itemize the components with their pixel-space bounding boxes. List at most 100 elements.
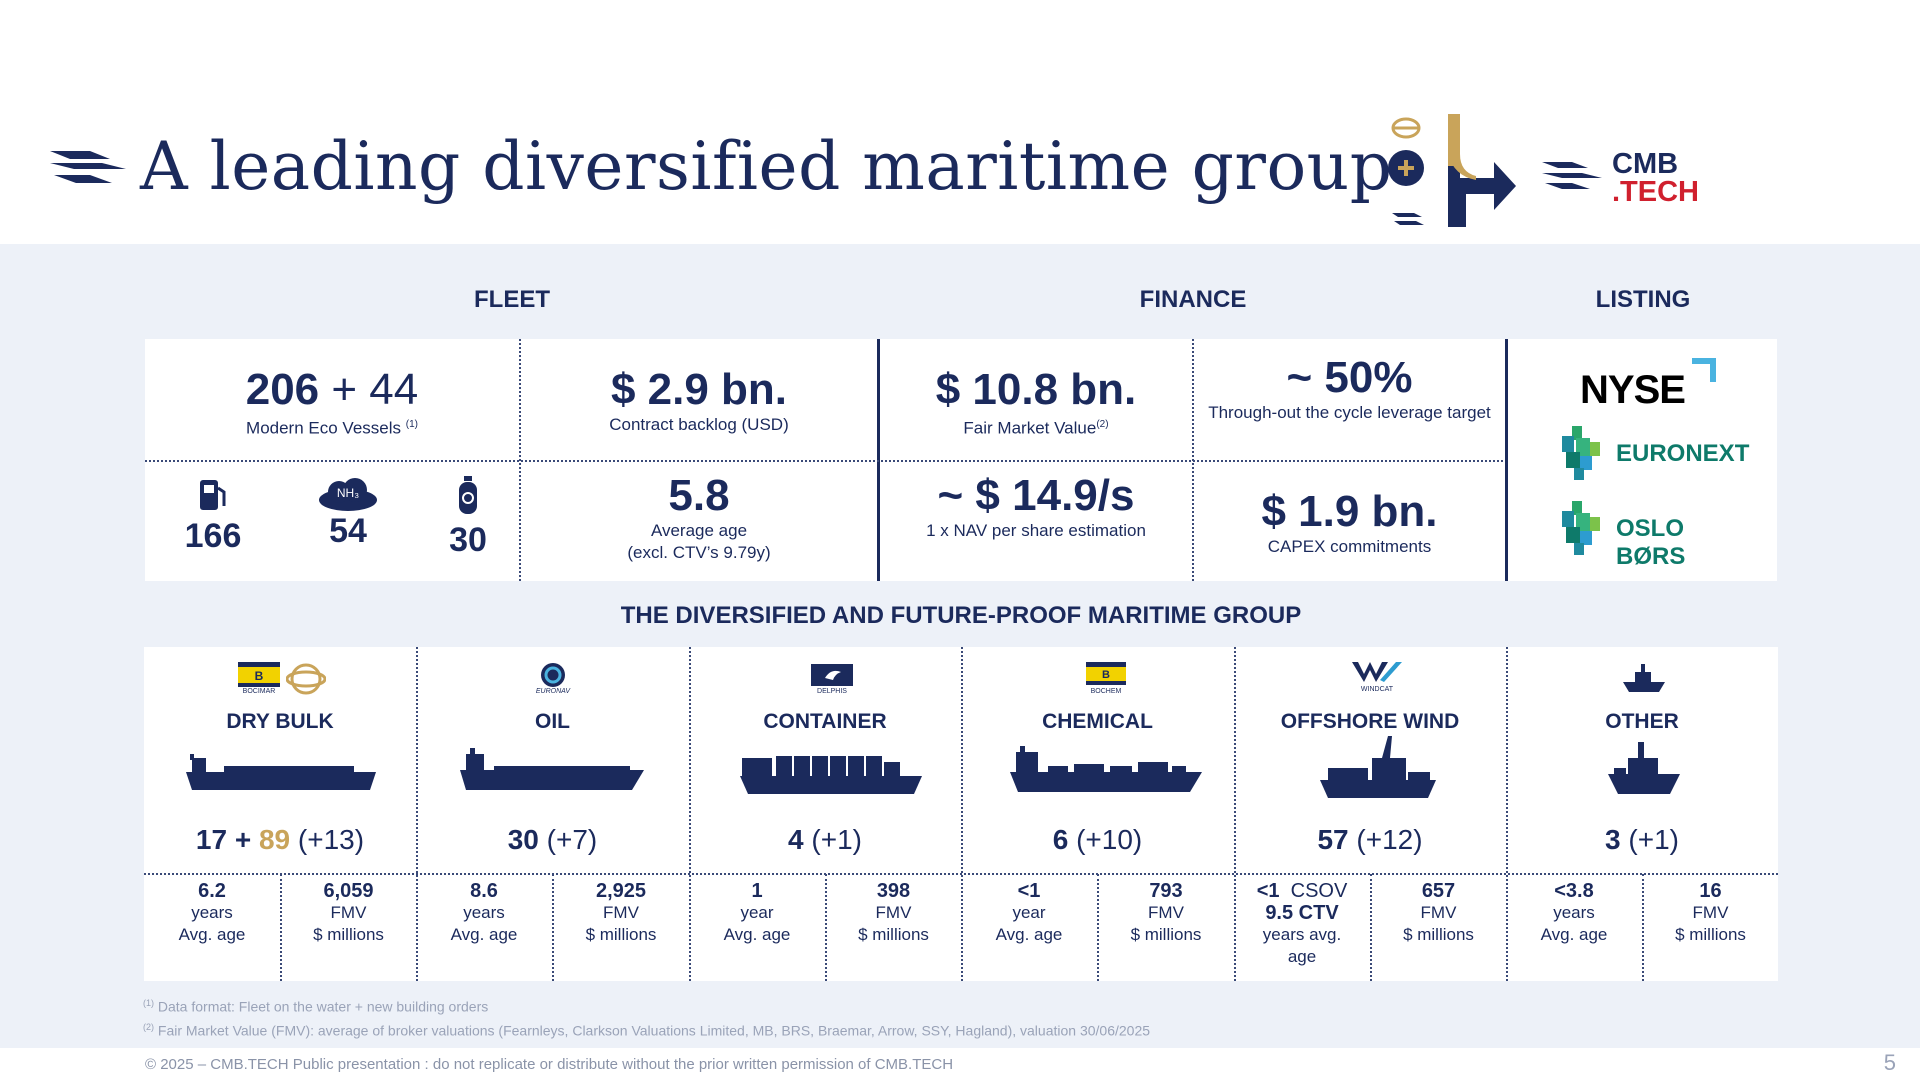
page-number: 5 xyxy=(1883,1050,1896,1075)
segment-name: OFFSHORE WIND xyxy=(1280,710,1460,733)
stat-value: 6,059 xyxy=(323,880,374,902)
fleet-on-water: 57 xyxy=(1317,824,1349,855)
capex-stat: $ 1.9 bn. CAPEX commitments xyxy=(1194,488,1505,558)
ammonia-cloud-icon xyxy=(319,478,377,511)
stat-value: 793 xyxy=(1149,880,1183,902)
cmb-wordmark-line2: .TECH xyxy=(1612,176,1699,208)
newbuild-count: (+1) xyxy=(803,824,862,855)
stat-label: age xyxy=(1287,947,1317,966)
segment-count: 6 (+10) xyxy=(961,824,1234,856)
segment-age-stat: 1 year Avg. age xyxy=(689,880,825,946)
nav-value: ~ $ 14.9/s xyxy=(937,471,1135,520)
segment-count: 17 + 89 (+13) xyxy=(144,824,416,856)
fuel-stat-hydrogen: 30 xyxy=(428,476,508,560)
cmb-tech-logo-cluster: CMB .TECH xyxy=(1384,110,1699,235)
euronav-logo-icon xyxy=(541,663,565,687)
segment-name: OTHER xyxy=(1605,710,1679,733)
stat-label: $ millions xyxy=(1403,925,1474,944)
container-ship-icon xyxy=(740,756,922,794)
nav-label: 1 x NAV per share estimation xyxy=(926,521,1146,540)
stat-label: Avg. age xyxy=(178,925,246,944)
newbuild-count: (+1) xyxy=(1620,824,1679,855)
segment-count: 57 (+12) xyxy=(1234,824,1506,856)
windcat-logo-icon xyxy=(1352,662,1402,682)
divider xyxy=(961,647,963,981)
segment-name: CONTAINER xyxy=(763,710,887,733)
cmb-waves-logo-icon xyxy=(50,150,126,183)
fleet-on-water: 6 xyxy=(1052,824,1069,855)
leverage-label: Through-out the cycle leverage target xyxy=(1208,403,1491,422)
segment-age-stat: <1 year Avg. age xyxy=(961,880,1097,946)
divider xyxy=(552,874,554,981)
segment-fmv-stat: 398 FMV $ millions xyxy=(826,880,961,946)
cmb-wordmark-line1: CMB xyxy=(1612,148,1679,180)
stat-unit: years xyxy=(1553,903,1595,922)
fuel-count: 166 xyxy=(184,517,242,555)
stat-value: <1 xyxy=(1256,880,1280,902)
group-section-title: THE DIVERSIFIED AND FUTURE-PROOF MARITIM… xyxy=(620,602,1302,629)
stat-value-ctv: 9.5 CTV xyxy=(1265,902,1339,924)
oslo-wordmark: OSLO BØRS xyxy=(1616,515,1686,570)
nav-stat: ~ $ 14.9/s 1 x NAV per share estimation xyxy=(880,472,1192,542)
chemical-tanker-ship-icon xyxy=(1010,746,1202,792)
svg-text:B: B xyxy=(255,669,264,683)
segment-fmv-stat: 793 FMV $ millions xyxy=(1098,880,1234,946)
page-title: A leading diversified maritime group xyxy=(140,128,1393,205)
stat-label: Avg. age xyxy=(995,925,1063,944)
nyse-corner-icon xyxy=(1692,358,1716,382)
tug-boat-icon xyxy=(1608,742,1680,794)
offshore-wind-vessel-icon xyxy=(1320,736,1436,798)
fleet-on-water: 3 xyxy=(1605,824,1621,855)
segment-name: CHEMICAL xyxy=(1042,710,1153,733)
divider xyxy=(1234,647,1236,981)
age-label: Average age xyxy=(650,521,748,540)
stat-value: <1 xyxy=(1017,880,1041,902)
stat-label: Avg. age xyxy=(450,925,518,944)
footer xyxy=(0,1048,1920,1080)
divider xyxy=(689,647,691,981)
segment-brand: BOCIMAR xyxy=(242,688,276,695)
vessels-newbuild: + 44 xyxy=(319,365,419,414)
svg-text:B: B xyxy=(1102,669,1110,681)
average-age-stat: 5.8 Average age (excl. CTV’s 9.79y) xyxy=(521,472,877,564)
fmv-label: Fair Market Value xyxy=(963,418,1097,438)
euronext-logo: EURONEXT xyxy=(1558,426,1758,482)
segment-name: OIL xyxy=(535,710,570,733)
segment-fmv-stat: 657 FMV $ millions xyxy=(1371,880,1506,946)
segment-count: 4 (+1) xyxy=(689,824,961,856)
divider xyxy=(280,874,282,981)
stat-unit: years xyxy=(191,903,233,922)
section-label-fleet: FLEET xyxy=(474,286,550,313)
cmb-small-waves-icon xyxy=(1542,162,1602,189)
age-value: 5.8 xyxy=(668,471,730,520)
stat-unit: FMV xyxy=(1420,903,1457,922)
stat-unit: years avg. xyxy=(1262,925,1342,944)
ammonia-label: NH₃ xyxy=(336,486,360,500)
stat-value: 657 xyxy=(1421,880,1456,902)
capex-value: $ 1.9 bn. xyxy=(1261,487,1438,536)
segment-fmv-stat: 2,925 FMV $ millions xyxy=(553,880,689,946)
leverage-stat: ~ 50% Through-out the cycle leverage tar… xyxy=(1194,354,1505,424)
copyright-notice: © 2025 – CMB.TECH Public presentation : … xyxy=(145,1056,954,1073)
divider xyxy=(1370,874,1372,981)
segment-fmv-stat: 16 FMV $ millions xyxy=(1643,880,1778,946)
segment-age-stat: 8.6 years Avg. age xyxy=(416,880,552,946)
newbuild-count: (+10) xyxy=(1068,824,1143,855)
nyse-wordmark: NYSE xyxy=(1580,368,1686,412)
stat-label: $ millions xyxy=(585,925,657,944)
divider xyxy=(1642,874,1644,981)
vessels-count: 206 xyxy=(245,365,320,414)
stat-value: 8.6 xyxy=(470,880,498,902)
gold-globe-icon xyxy=(286,663,326,695)
divider xyxy=(416,647,418,981)
segment-brand: EURONAV xyxy=(535,688,571,695)
fleet-on-water: 4 xyxy=(788,824,804,855)
leverage-value: ~ 50% xyxy=(1286,353,1413,402)
divider xyxy=(1506,647,1508,981)
brand-merge-icon xyxy=(1388,114,1516,227)
divider xyxy=(145,460,1503,462)
chartered-count: 89 xyxy=(258,824,291,855)
stat-unit: FMV xyxy=(1148,903,1184,922)
fuel-stat-ammonia: NH₃ 54 xyxy=(308,476,388,551)
stat-label: Avg. age xyxy=(1540,925,1608,944)
